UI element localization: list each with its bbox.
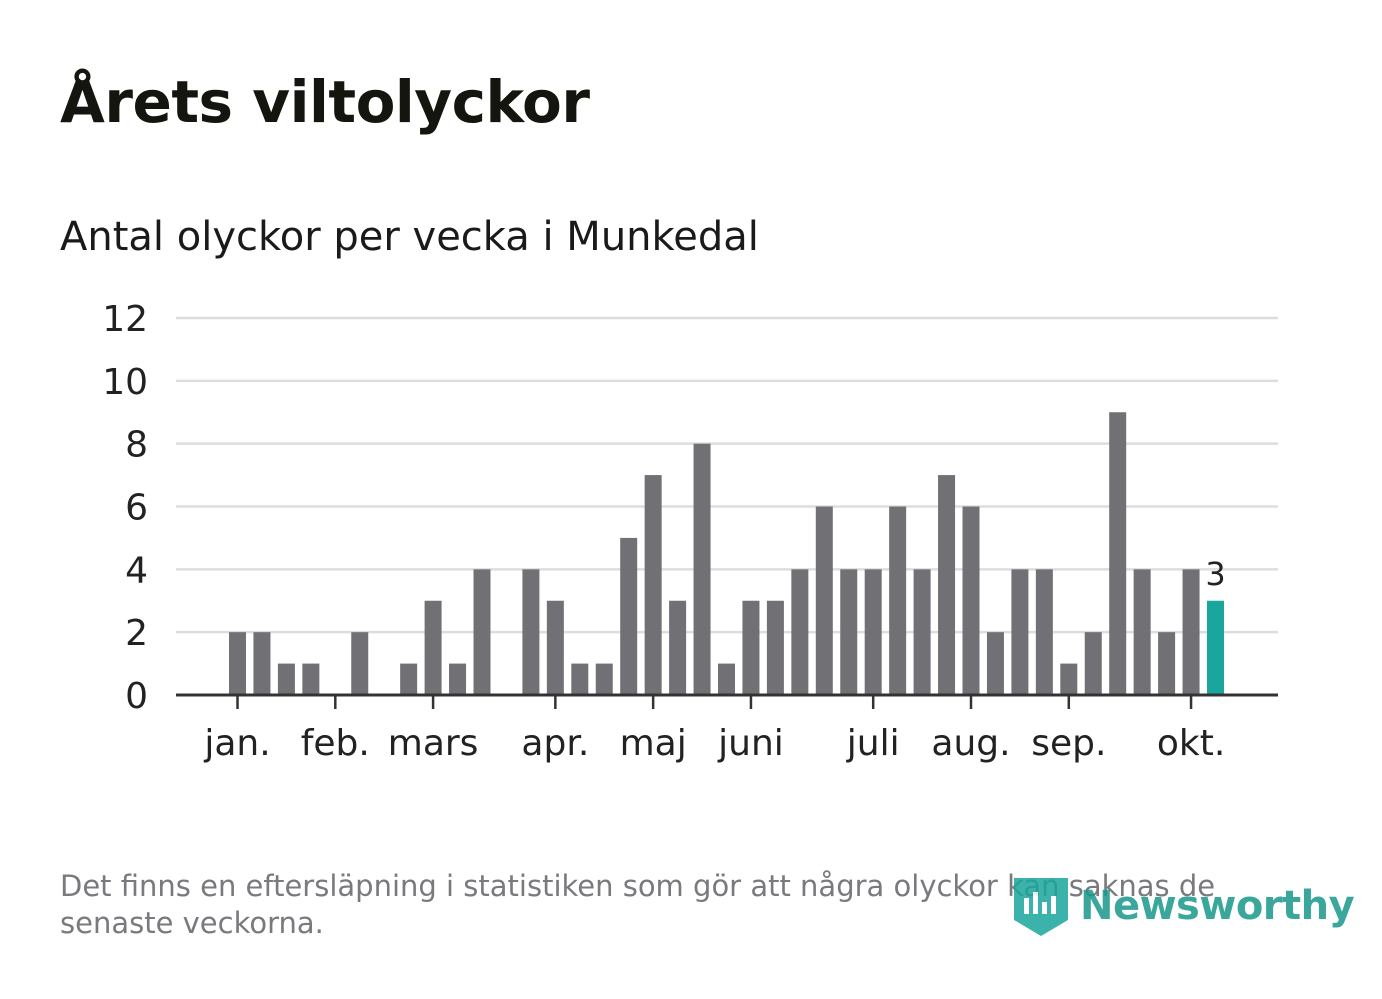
bar: [1158, 632, 1176, 695]
y-tick-label: 0: [125, 676, 148, 717]
bar: [938, 475, 956, 695]
bar: [620, 537, 638, 695]
newsworthy-logo-icon: [1014, 878, 1068, 936]
bar: [693, 443, 711, 695]
bar: [1133, 569, 1151, 695]
bar: [791, 569, 809, 695]
bar: [1060, 663, 1078, 695]
bar: [302, 663, 320, 695]
y-tick-label: 10: [102, 362, 148, 403]
bar: [840, 569, 858, 695]
bar: [351, 632, 369, 695]
bar: [742, 600, 760, 695]
bar: [962, 506, 980, 695]
bar: [718, 663, 735, 695]
x-tick-label: maj: [620, 723, 687, 764]
chart-subtitle: Antal olyckor per vecka i Munkedal: [60, 214, 759, 260]
x-tick-label: juni: [717, 723, 784, 764]
bar: [889, 506, 907, 695]
x-tick-label: apr.: [521, 723, 589, 764]
bar: [1084, 632, 1102, 695]
bar: [253, 632, 271, 695]
bar: [595, 663, 613, 695]
x-tick-label: okt.: [1157, 723, 1225, 764]
bar: [277, 663, 295, 695]
bar-highlight: [1207, 600, 1224, 695]
bar: [424, 600, 442, 695]
bar: [766, 600, 784, 695]
newsworthy-logo: Newsworthy: [1010, 872, 1355, 940]
bar: [669, 600, 687, 695]
bar: [913, 569, 931, 695]
x-tick-label: feb.: [301, 723, 370, 764]
data-label: 3: [1205, 555, 1225, 593]
bar: [400, 663, 418, 695]
x-tick-label: jan.: [203, 723, 270, 764]
bar: [229, 632, 246, 695]
x-tick-label: juli: [846, 723, 900, 764]
bar: [571, 663, 589, 695]
bar: [522, 569, 540, 695]
y-tick-label: 4: [125, 550, 148, 591]
x-tick-label: aug.: [931, 723, 1010, 764]
bar: [644, 475, 662, 695]
x-tick-label: mars: [388, 723, 479, 764]
y-tick-label: 2: [125, 613, 148, 654]
newsworthy-logo-text: Newsworthy: [1080, 883, 1355, 929]
bar: [546, 600, 564, 695]
bar: [1109, 412, 1127, 695]
bar: [449, 663, 467, 695]
bar: [473, 569, 491, 695]
bar: [1182, 569, 1200, 695]
bar: [986, 632, 1004, 695]
y-tick-label: 6: [125, 488, 148, 529]
y-tick-label: 8: [125, 425, 148, 466]
bar: [1035, 569, 1053, 695]
bar: [1011, 569, 1029, 695]
bar: [864, 569, 882, 695]
x-tick-label: sep.: [1031, 723, 1106, 764]
bar: [815, 506, 833, 695]
y-tick-label: 12: [102, 299, 148, 340]
chart-title: Årets viltolyckor: [60, 68, 590, 136]
bar-chart: 0 2 4 6 8 10 12 3 jan. feb. mars apr. maj juni juli aug…: [102, 299, 1278, 764]
